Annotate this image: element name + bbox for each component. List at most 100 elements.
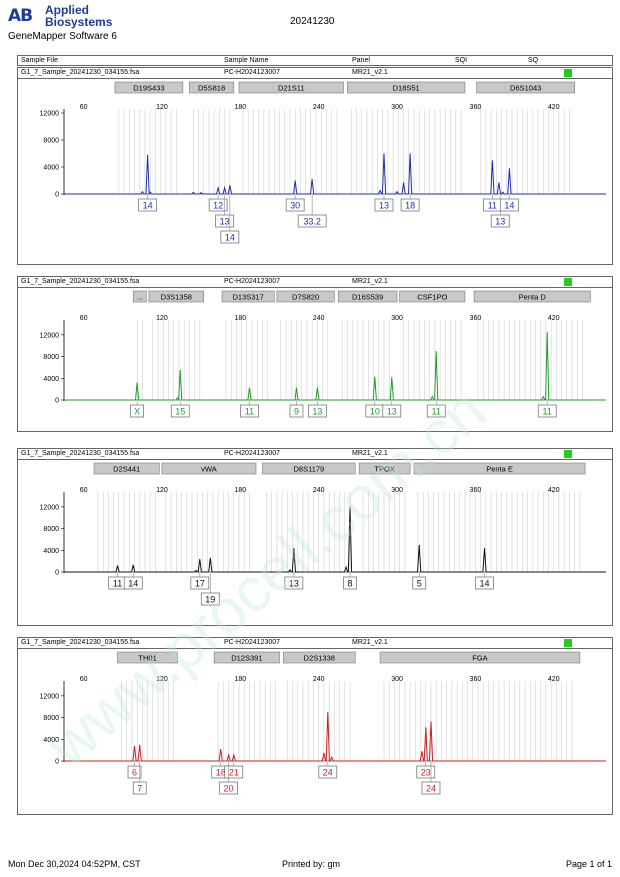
quality-status-icon bbox=[564, 639, 572, 647]
allele-label: 6 bbox=[132, 768, 137, 778]
sample-name: PC-H2024123007 bbox=[224, 69, 281, 76]
allele-label: 14 bbox=[480, 579, 490, 589]
allele-box bbox=[400, 198, 420, 212]
allele-box bbox=[318, 765, 338, 779]
allele-box bbox=[240, 404, 259, 418]
x-tick-label: 360 bbox=[470, 676, 482, 683]
y-tick-label: 0 bbox=[55, 759, 59, 766]
allele-box bbox=[475, 576, 494, 590]
marker-label: Penta E bbox=[486, 465, 513, 474]
marker-bar bbox=[473, 290, 591, 303]
allele-box bbox=[190, 576, 210, 590]
allele-label: 14 bbox=[504, 201, 514, 211]
allele-label: 9 bbox=[294, 407, 299, 417]
marker-label: D13S317 bbox=[233, 293, 264, 302]
allele-label: 30 bbox=[290, 201, 300, 211]
applied-biosystems-logo-icon: AB bbox=[8, 6, 33, 26]
x-tick-label: 60 bbox=[80, 487, 88, 494]
x-tick-label: 120 bbox=[156, 315, 168, 322]
x-tick-label: 240 bbox=[313, 315, 325, 322]
x-tick-label: 240 bbox=[313, 104, 325, 111]
allele-label: 7 bbox=[137, 784, 142, 794]
sample-file: G1_7_Sample_20241230_034155.fsa bbox=[21, 278, 140, 285]
allele-label: 21 bbox=[229, 768, 239, 778]
allele-label: 33.2 bbox=[303, 217, 321, 227]
panel-name: MR21_v2.1 bbox=[352, 69, 388, 76]
allele-label: 14 bbox=[143, 201, 153, 211]
allele-box bbox=[537, 404, 557, 418]
y-tick-label: 4000 bbox=[43, 548, 59, 555]
x-tick-label: 120 bbox=[156, 104, 168, 111]
marker-label: D5S818 bbox=[198, 84, 225, 93]
quality-status-icon bbox=[564, 450, 572, 458]
allele-label: 20 bbox=[224, 784, 234, 794]
y-tick-label: 8000 bbox=[43, 354, 59, 361]
y-tick-label: 0 bbox=[55, 398, 59, 405]
allele-box bbox=[200, 592, 220, 606]
x-tick-label: 120 bbox=[156, 676, 168, 683]
marker-bar bbox=[238, 81, 344, 94]
panel-name: MR21_v2.1 bbox=[352, 278, 388, 285]
y-tick-label: 8000 bbox=[43, 715, 59, 722]
y-tick-label: 4000 bbox=[43, 165, 59, 172]
allele-label: 13 bbox=[379, 201, 389, 211]
allele-label: 18 bbox=[216, 768, 226, 778]
allele-label: 5 bbox=[417, 579, 422, 589]
y-tick-label: 8000 bbox=[43, 138, 59, 145]
marker-bar bbox=[347, 81, 466, 94]
printed-by: Printed by: gm bbox=[282, 859, 341, 869]
allele-box bbox=[208, 198, 228, 212]
marker-label: D7S820 bbox=[292, 293, 319, 302]
marker-bar bbox=[161, 462, 257, 475]
x-tick-label: 360 bbox=[470, 315, 482, 322]
marker-bar bbox=[213, 651, 280, 664]
marker-label: D3S1358 bbox=[161, 293, 192, 302]
marker-bar bbox=[379, 651, 581, 664]
x-tick-label: 60 bbox=[80, 104, 88, 111]
marker-bar bbox=[262, 462, 356, 475]
allele-label: 23 bbox=[421, 768, 431, 778]
allele-box bbox=[219, 781, 238, 795]
marker-label: D2S441 bbox=[113, 465, 140, 474]
x-tick-label: 420 bbox=[548, 315, 560, 322]
y-tick-label: 12000 bbox=[40, 693, 60, 700]
trace-line bbox=[64, 712, 606, 762]
marker-label: D18S51 bbox=[393, 84, 420, 93]
x-tick-label: 300 bbox=[391, 676, 403, 683]
allele-label: 8 bbox=[348, 579, 353, 589]
electropherogram-panel-blue: G1_7_Sample_20241230_034155.fsa PC-H2024… bbox=[17, 67, 613, 265]
marker-bar bbox=[413, 462, 586, 475]
y-tick-label: 4000 bbox=[43, 376, 59, 383]
x-tick-label: 120 bbox=[156, 487, 168, 494]
x-tick-label: 240 bbox=[313, 676, 325, 683]
sample-file: G1_7_Sample_20241230_034155.fsa bbox=[21, 450, 140, 457]
marker-bar bbox=[476, 81, 575, 94]
y-tick-label: 0 bbox=[55, 570, 59, 577]
sample-name: PC-H2024123007 bbox=[224, 278, 281, 285]
trace-line bbox=[64, 153, 606, 195]
marker-label: D16S539 bbox=[352, 293, 383, 302]
column-header-row: Sample File Sample Name Panel SQI SQ bbox=[17, 55, 613, 66]
sample-name: PC-H2024123007 bbox=[224, 450, 281, 457]
trace-line bbox=[64, 332, 606, 401]
marker-bar bbox=[399, 290, 466, 303]
allele-box bbox=[297, 214, 327, 228]
allele-box bbox=[220, 230, 240, 244]
allele-box bbox=[416, 765, 436, 779]
x-tick-label: 300 bbox=[391, 104, 403, 111]
allele-label: 12 bbox=[213, 201, 223, 211]
y-tick-label: 4000 bbox=[43, 737, 59, 744]
panel-info-row: G1_7_Sample_20241230_034155.fsa PC-H2024… bbox=[18, 68, 612, 79]
allele-label: 13 bbox=[220, 217, 230, 227]
x-tick-label: 420 bbox=[548, 676, 560, 683]
allele-label: 24 bbox=[426, 784, 436, 794]
marker-bar bbox=[148, 290, 205, 303]
allele-label: 11 bbox=[432, 407, 441, 417]
col-sqi: SQI bbox=[455, 57, 468, 64]
x-tick-label: 300 bbox=[391, 487, 403, 494]
marker-bar bbox=[189, 81, 235, 94]
allele-box bbox=[284, 576, 304, 590]
allele-label: X bbox=[134, 407, 140, 417]
logo-text: Applied Biosystems bbox=[45, 4, 112, 28]
